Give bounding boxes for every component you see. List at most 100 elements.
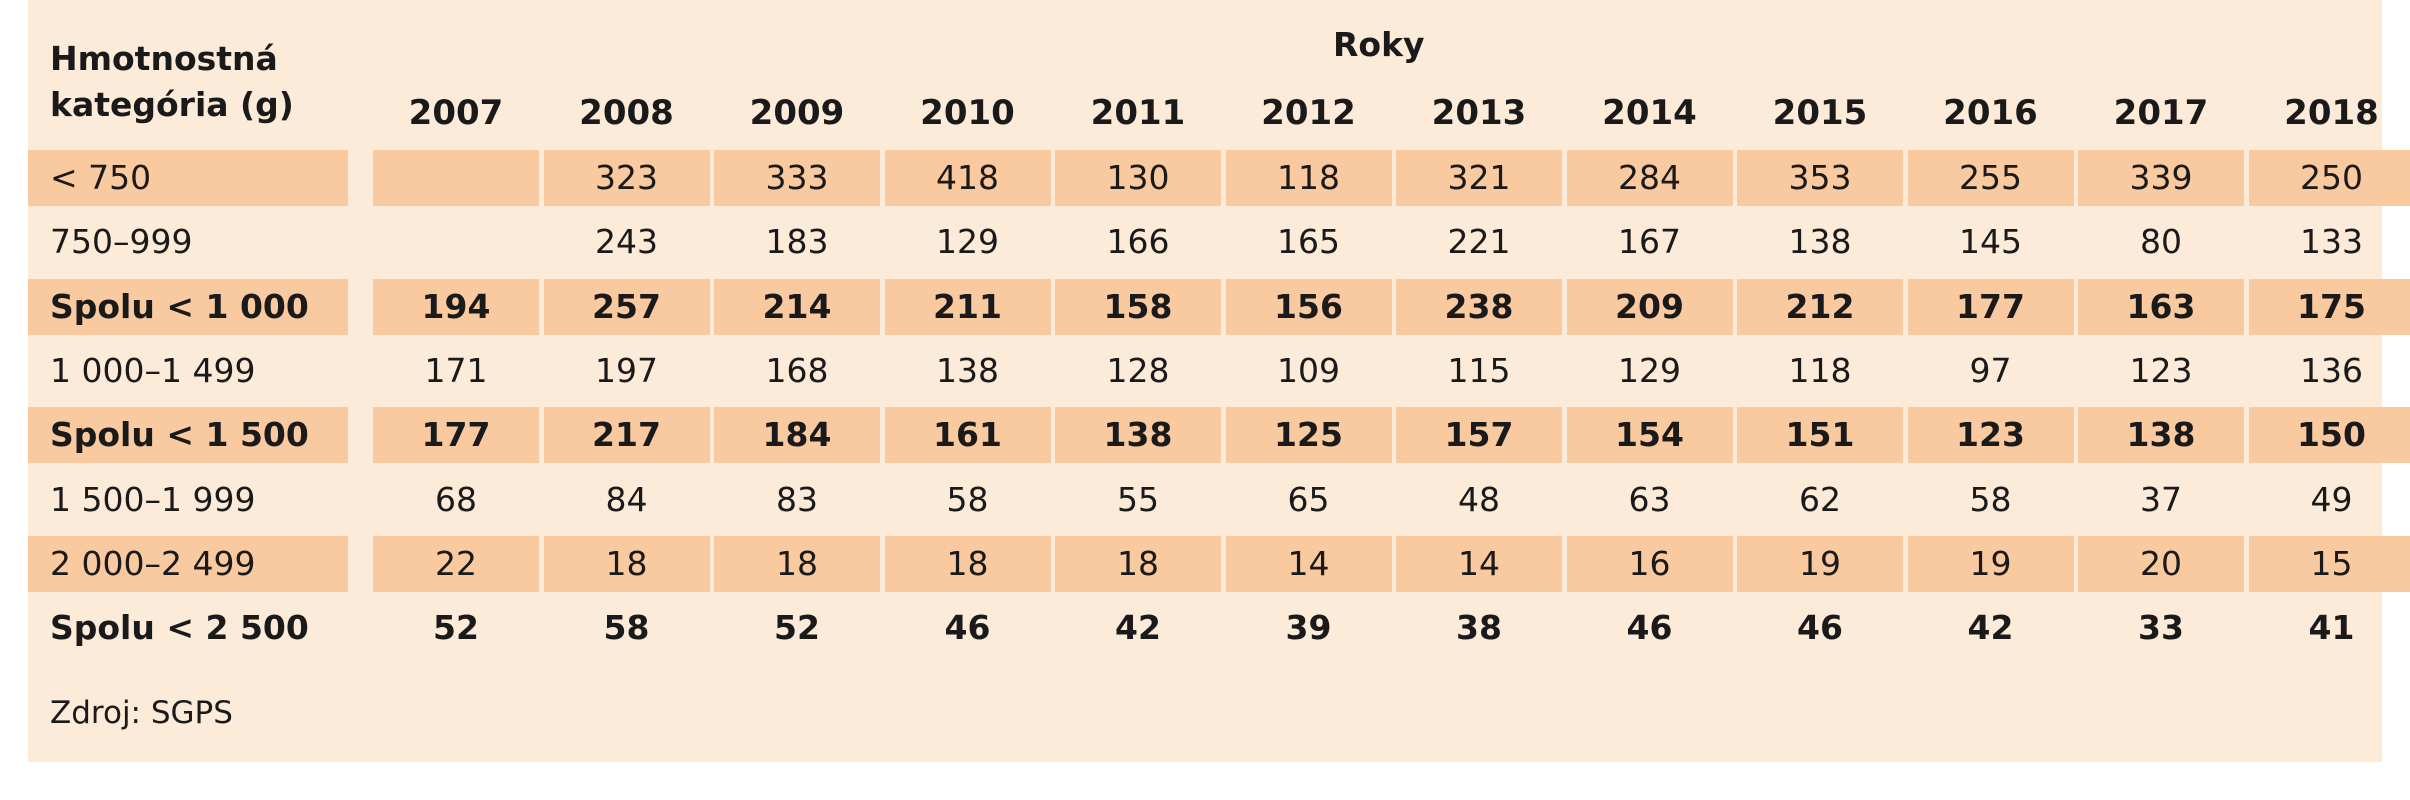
table-cell: 14 bbox=[1396, 535, 1562, 592]
table-cell: 55 bbox=[1117, 479, 1159, 519]
table-cell: 15 bbox=[2248, 535, 2410, 592]
table-cell: 339 bbox=[2078, 150, 2244, 206]
table-cell: 323 bbox=[543, 150, 710, 206]
table-cell: 333 bbox=[714, 150, 880, 206]
table-cell: 257 bbox=[543, 278, 710, 335]
table-cell: 168 bbox=[765, 350, 829, 390]
row-label: Spolu < 1 000 bbox=[28, 278, 348, 335]
row-label: Spolu < 1 500 bbox=[28, 407, 348, 464]
table-cell: 48 bbox=[1458, 479, 1500, 519]
table-row: Spolu < 1 000 194 257 214 211 158 156 238 209 212… bbox=[28, 278, 2410, 335]
table-cell: 39 bbox=[1285, 608, 1332, 648]
table-cell: 194 bbox=[373, 278, 539, 335]
table-cell: 250 bbox=[2248, 150, 2410, 206]
table-row: 1 500–1 999 68 84 83 58 55 65 48 63 62 58 37 49 bbox=[28, 472, 2382, 528]
table-cell: 136 bbox=[2300, 350, 2363, 390]
year-header-2014: 2014 bbox=[1602, 93, 1697, 133]
table-cell: 19 bbox=[1907, 535, 2074, 592]
table-cell: 217 bbox=[543, 407, 710, 464]
table-cell: 123 bbox=[2129, 350, 2193, 390]
year-header-2012: 2012 bbox=[1261, 93, 1356, 133]
table-cell: 128 bbox=[1106, 350, 1170, 390]
row-label: 2 000–2 499 bbox=[28, 535, 348, 592]
table-cell: 42 bbox=[1115, 608, 1161, 648]
category-header-line2: kategória (g) bbox=[50, 85, 294, 124]
row-label: Spolu < 2 500 bbox=[50, 608, 309, 648]
source-note: Zdroj: SGPS bbox=[50, 695, 233, 731]
table-cell: 20 bbox=[2078, 535, 2244, 592]
table-cell: 151 bbox=[1737, 407, 1903, 464]
table-cell: 158 bbox=[1055, 278, 1221, 335]
year-header-2013: 2013 bbox=[1431, 93, 1527, 133]
table-cell: 42 bbox=[1967, 608, 2014, 648]
year-header-2011: 2011 bbox=[1090, 93, 1186, 133]
table-cell: 123 bbox=[1907, 407, 2074, 464]
row-label: 750–999 bbox=[50, 222, 193, 262]
table-cell: 18 bbox=[1055, 535, 1221, 592]
table-row: < 750 323 333 418 130 118 321 284 353 255 339 250 bbox=[28, 150, 2410, 206]
table-cell: 37 bbox=[2140, 479, 2182, 519]
table-cell: 156 bbox=[1225, 278, 1392, 335]
table-cell: 221 bbox=[1447, 222, 1511, 262]
table-cell: 184 bbox=[714, 407, 880, 464]
category-column-header: Hmotnostná kategória (g) bbox=[50, 36, 294, 128]
table-cell: 49 bbox=[2310, 479, 2353, 519]
table-cell: 138 bbox=[2078, 407, 2244, 464]
table-cell: 83 bbox=[776, 479, 818, 519]
year-header-2009: 2009 bbox=[749, 93, 845, 133]
row-label: 1 500–1 999 bbox=[50, 479, 256, 519]
table-cell: 211 bbox=[884, 278, 1051, 335]
table-cell: 175 bbox=[2248, 278, 2410, 335]
year-header-2016: 2016 bbox=[1943, 93, 2038, 133]
table-cell: 115 bbox=[1447, 350, 1511, 390]
table-cell: 18 bbox=[714, 535, 880, 592]
table-cell: 167 bbox=[1618, 222, 1681, 262]
table-cell: 138 bbox=[1788, 222, 1852, 262]
year-header-2017: 2017 bbox=[2113, 93, 2209, 133]
table-cell: 177 bbox=[1907, 278, 2074, 335]
table-cell: 138 bbox=[1055, 407, 1221, 464]
table-cell: 19 bbox=[1737, 535, 1903, 592]
table-cell: 97 bbox=[1969, 350, 2012, 390]
table-cell: 68 bbox=[435, 479, 477, 519]
table-cell: 109 bbox=[1277, 350, 1340, 390]
table-cell: 33 bbox=[2138, 608, 2184, 648]
year-header-2010: 2010 bbox=[920, 93, 1015, 133]
table-cell: 52 bbox=[433, 608, 479, 648]
table-cell: 284 bbox=[1566, 150, 1733, 206]
table-cell: 52 bbox=[774, 608, 820, 648]
table-cell: 130 bbox=[1055, 150, 1221, 206]
table-cell: 165 bbox=[1277, 222, 1340, 262]
table-cell: 18 bbox=[884, 535, 1051, 592]
table-cell: 171 bbox=[424, 350, 488, 390]
table-cell: 255 bbox=[1907, 150, 2074, 206]
table-cell: 177 bbox=[373, 407, 539, 464]
table-cell: 129 bbox=[1618, 350, 1681, 390]
table-cell: 46 bbox=[944, 608, 991, 648]
table-cell: 163 bbox=[2078, 278, 2244, 335]
table-cell: 197 bbox=[595, 350, 658, 390]
table-cell: 16 bbox=[1566, 535, 1733, 592]
table-cell: 125 bbox=[1225, 407, 1392, 464]
table-cell bbox=[373, 150, 539, 206]
table-cell: 58 bbox=[1969, 479, 2012, 519]
category-header-line1: Hmotnostná bbox=[50, 39, 278, 78]
table-cell: 212 bbox=[1737, 278, 1903, 335]
year-header-2008: 2008 bbox=[579, 93, 674, 133]
table-cell: 58 bbox=[603, 608, 650, 648]
table-cell: 18 bbox=[543, 535, 710, 592]
table-cell: 154 bbox=[1566, 407, 1733, 464]
table-cell: 129 bbox=[936, 222, 999, 262]
table-cell: 133 bbox=[2300, 222, 2363, 262]
table-cell: 22 bbox=[373, 535, 539, 592]
table-cell: 118 bbox=[1225, 150, 1392, 206]
table-cell: 62 bbox=[1799, 479, 1841, 519]
table-cell: 80 bbox=[2140, 222, 2182, 262]
data-table-panel: Hmotnostná kategória (g) Roky 2007 2008 20… bbox=[28, 0, 2410, 762]
table-cell: 353 bbox=[1737, 150, 1903, 206]
table-cell: 209 bbox=[1566, 278, 1733, 335]
table-cell: 41 bbox=[2308, 608, 2355, 648]
table-cell: 138 bbox=[936, 350, 999, 390]
table-row: Spolu < 2 500 52 58 52 46 42 39 38 46 46 42 33 41 bbox=[28, 600, 2382, 656]
year-header-2018: 2018 bbox=[2284, 93, 2379, 133]
